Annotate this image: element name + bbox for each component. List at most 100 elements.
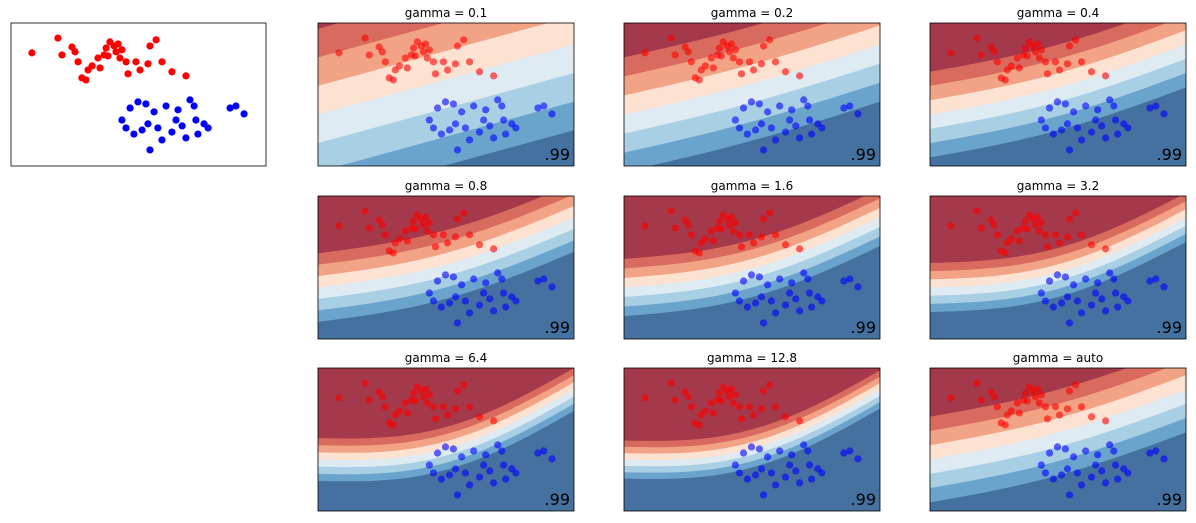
point xyxy=(709,64,717,72)
point xyxy=(451,60,460,68)
point xyxy=(186,96,194,104)
point xyxy=(701,407,710,415)
point xyxy=(1146,449,1154,457)
point xyxy=(786,289,794,297)
point xyxy=(759,215,768,223)
point xyxy=(1007,62,1016,70)
point xyxy=(729,227,737,235)
point xyxy=(1055,239,1064,247)
point xyxy=(403,409,411,417)
point xyxy=(641,394,649,402)
point xyxy=(786,116,794,124)
point xyxy=(804,275,812,283)
point xyxy=(460,381,468,389)
point xyxy=(751,126,760,134)
point xyxy=(749,239,758,247)
point xyxy=(1098,295,1106,303)
point xyxy=(771,309,780,317)
point xyxy=(118,116,126,124)
point xyxy=(731,46,739,54)
point xyxy=(439,58,448,66)
point xyxy=(500,461,508,469)
point xyxy=(745,231,754,239)
point xyxy=(460,36,468,44)
point xyxy=(781,241,790,249)
point xyxy=(470,102,478,110)
point xyxy=(500,116,508,124)
point xyxy=(453,42,462,50)
point xyxy=(425,46,433,54)
point xyxy=(735,124,744,132)
point xyxy=(846,102,854,110)
point xyxy=(707,227,715,235)
point xyxy=(534,277,542,285)
point xyxy=(445,126,454,134)
point xyxy=(1045,449,1054,457)
point xyxy=(429,403,438,411)
point xyxy=(449,445,458,453)
point xyxy=(470,275,478,283)
point xyxy=(846,275,854,283)
point xyxy=(1033,385,1042,393)
point xyxy=(482,106,490,114)
point xyxy=(751,299,760,307)
point xyxy=(490,245,498,253)
point xyxy=(429,124,438,132)
point xyxy=(1007,407,1016,415)
point xyxy=(1110,275,1118,283)
point xyxy=(1031,393,1040,401)
point xyxy=(695,249,703,257)
point xyxy=(226,104,234,112)
point xyxy=(475,128,484,136)
point xyxy=(1049,130,1057,138)
point xyxy=(739,277,748,285)
point xyxy=(727,385,736,393)
point xyxy=(1049,303,1057,311)
panel-title: gamma = 12.8 xyxy=(707,351,797,365)
point xyxy=(490,417,498,425)
point xyxy=(482,279,490,287)
point xyxy=(990,48,998,56)
point xyxy=(494,441,502,449)
point xyxy=(138,126,146,134)
point xyxy=(136,66,144,74)
point xyxy=(747,98,756,106)
point xyxy=(1124,469,1132,477)
point xyxy=(1051,231,1060,239)
point xyxy=(735,403,744,411)
point xyxy=(767,469,776,477)
point xyxy=(792,295,800,303)
point xyxy=(977,224,985,232)
point xyxy=(335,222,343,230)
point xyxy=(445,299,454,307)
point xyxy=(403,64,411,72)
point xyxy=(717,397,725,405)
contour-panel xyxy=(318,368,574,511)
point xyxy=(548,455,556,463)
point xyxy=(1110,102,1118,110)
point xyxy=(755,100,764,108)
point xyxy=(1055,66,1064,74)
point xyxy=(502,130,510,138)
point xyxy=(1065,387,1074,395)
contour-panel xyxy=(318,23,574,166)
point xyxy=(788,106,796,114)
point xyxy=(1063,120,1072,128)
point xyxy=(54,34,62,42)
point xyxy=(977,51,985,59)
point xyxy=(687,403,695,411)
point xyxy=(158,58,166,66)
point xyxy=(796,134,804,142)
point xyxy=(755,445,764,453)
point xyxy=(465,309,474,317)
point xyxy=(1037,219,1045,227)
point xyxy=(739,104,748,112)
point xyxy=(854,283,862,291)
contour-panel xyxy=(930,196,1186,339)
point xyxy=(443,239,452,247)
point xyxy=(441,271,450,279)
point xyxy=(421,40,430,48)
point xyxy=(178,122,186,130)
point xyxy=(854,110,862,118)
point xyxy=(423,54,431,62)
